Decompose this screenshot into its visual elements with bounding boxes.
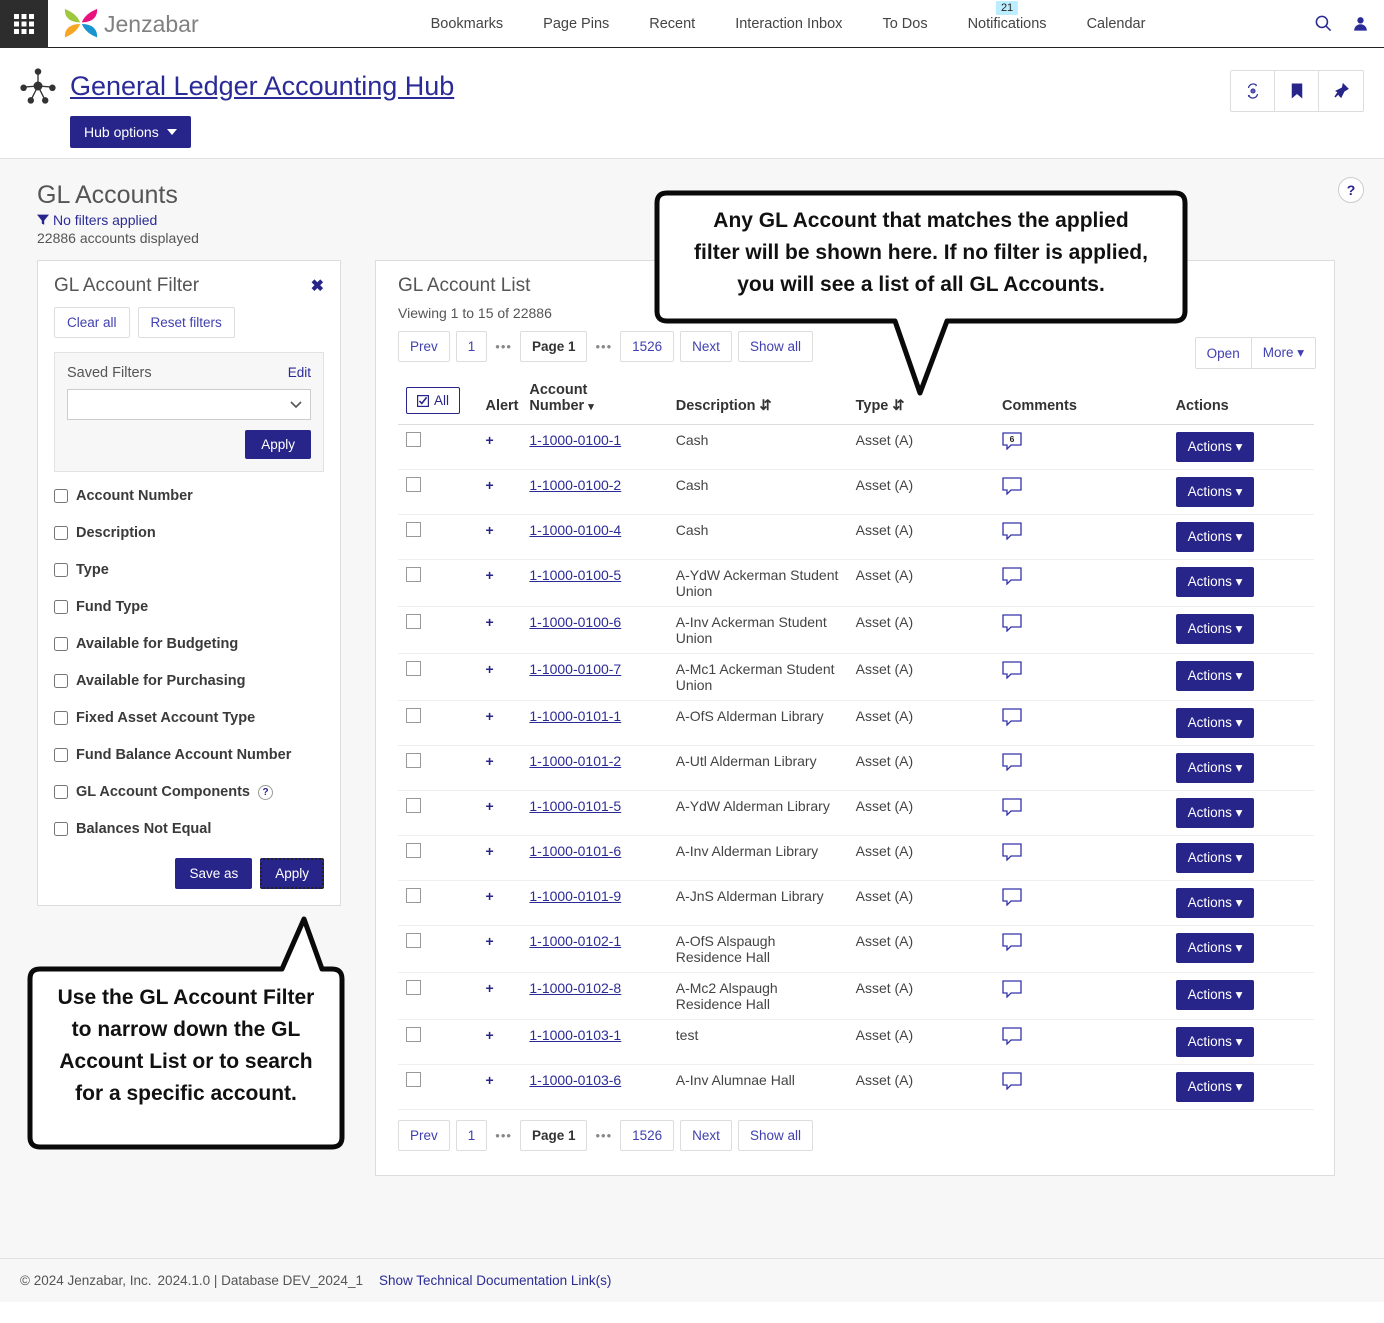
svg-text:6: 6 [1010,434,1015,444]
svg-text:Any GL Account that matches th: Any GL Account that matches the applied [713,209,1128,232]
svg-text:Use the GL Account Filter: Use the GL Account Filter [58,986,315,1009]
svg-text:for a specific account.: for a specific account. [75,1082,297,1105]
svg-text:to narrow down the GL: to narrow down the GL [72,1018,301,1041]
svg-text:filter will be shown here. If: filter will be shown here. If no filter … [694,241,1148,264]
svg-text:Account List or to search: Account List or to search [59,1050,312,1073]
svg-text:you will see a list of all GL: you will see a list of all GL Accounts. [737,273,1105,296]
